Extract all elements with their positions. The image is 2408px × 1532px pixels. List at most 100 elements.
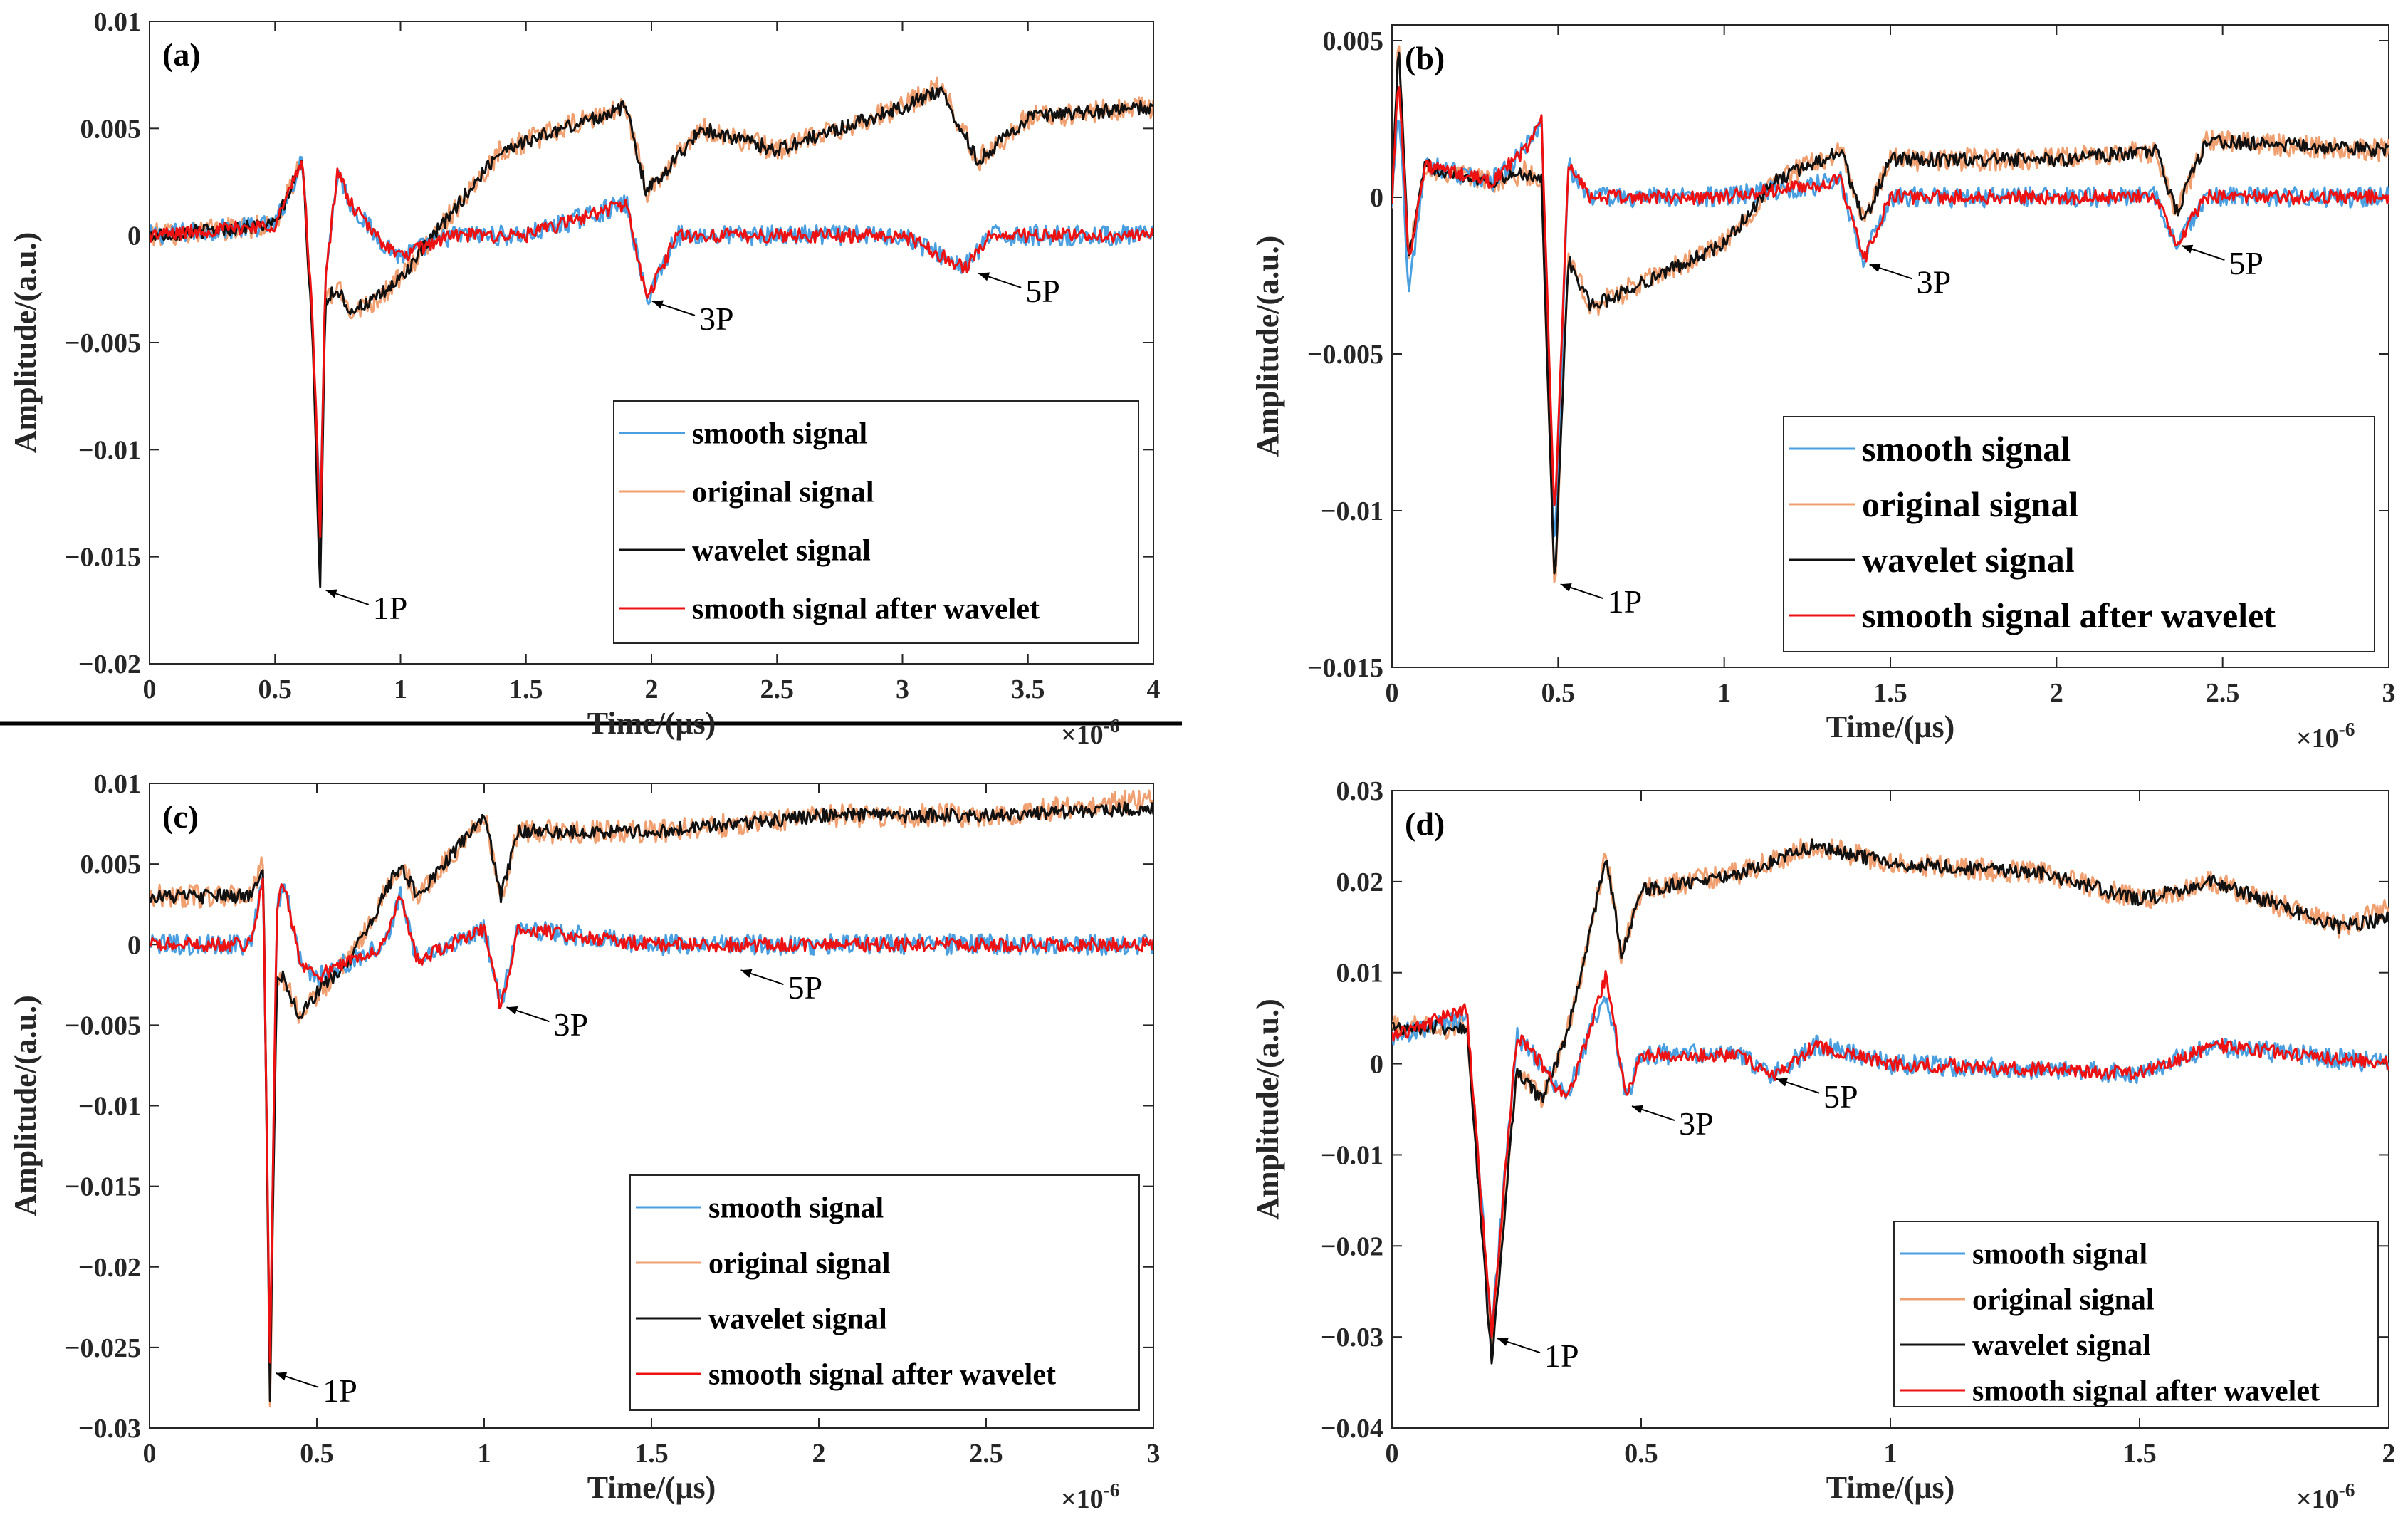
annotation-label: 5P	[1823, 1078, 1858, 1115]
panel-label: (a)	[162, 36, 201, 73]
series-smooth-after-wavelet	[150, 877, 1153, 1364]
x-tick-label: 0	[1386, 1439, 1399, 1469]
legend-label-smooth-signal: smooth signal	[1972, 1238, 2147, 1271]
panel-label: (b)	[1405, 40, 1445, 76]
panel-c: 0 0.5 1 1.5 2 2.5 3 0.01 0.005 0 −0.005 −0.01 −0.015…	[8, 769, 1161, 1514]
legend-label-original-signal: original signal	[1972, 1283, 2155, 1316]
x-tick-label: 1	[394, 674, 407, 704]
y-axis-label: Amplitude/(a.u.)	[1250, 999, 1285, 1219]
x-tick-label: 0.5	[1624, 1439, 1658, 1469]
annotation-label: 3P	[1917, 264, 1952, 300]
x-axis-label: Time/(μs)	[587, 1470, 716, 1505]
annotation-label: 3P	[554, 1006, 589, 1043]
annotation-arrowhead	[325, 589, 337, 598]
y-tick-label: −0.015	[65, 543, 141, 573]
annotation-arrowhead	[740, 969, 753, 978]
annotation-arrowhead	[651, 300, 664, 309]
annotation-arrowhead	[1497, 1337, 1509, 1346]
legend-label-smooth-after-wavelet: smooth signal after wavelet	[1862, 595, 2276, 635]
annotation-label: 1P	[373, 590, 408, 626]
legend-label-smooth-after-wavelet: smooth signal after wavelet	[1972, 1375, 2320, 1407]
x-tick-label: 0	[143, 1439, 157, 1469]
x-tick-label: 0.5	[258, 674, 293, 704]
annotation-label: 5P	[1025, 273, 1060, 309]
legend-label-original-signal: original signal	[692, 476, 874, 509]
y-tick-label: −0.005	[65, 328, 141, 358]
x-axis-label: Time/(μs)	[587, 706, 716, 741]
x-tick-label: 0.5	[300, 1439, 334, 1469]
x-tick-label: 3	[2382, 678, 2396, 708]
y-tick-label: −0.01	[1321, 496, 1383, 526]
annotation-arrowhead	[2182, 244, 2194, 254]
y-tick-label: −0.02	[78, 1253, 141, 1283]
y-tick-label: 0.01	[94, 769, 142, 799]
y-tick-label: 0	[127, 222, 141, 251]
panel-label: (d)	[1405, 806, 1445, 842]
annotation-arrowhead	[506, 1006, 518, 1015]
legend: smooth signal original signal wavelet sign…	[613, 400, 1139, 644]
panel-label: (c)	[162, 798, 199, 835]
legend-label-original-signal: original signal	[1862, 484, 2078, 524]
annotation-label: 5P	[788, 969, 823, 1006]
annotation-arrowhead	[1869, 264, 1881, 272]
annotation-label: 1P	[1544, 1338, 1579, 1374]
y-tick-label: −0.005	[1307, 340, 1383, 370]
series-wavelet-signal	[1392, 838, 2389, 1365]
y-tick-label: −0.03	[78, 1414, 141, 1444]
y-tick-label: 0	[1370, 183, 1383, 213]
annotation-label: 3P	[1679, 1105, 1714, 1142]
legend-label-wavelet-signal: wavelet signal	[1972, 1329, 2151, 1362]
y-tick-label: −0.015	[1307, 653, 1383, 683]
series-wavelet-signal	[1392, 51, 2389, 575]
x-axis-label: Time/(μs)	[1826, 709, 1955, 744]
y-tick-label: 0.02	[1336, 867, 1384, 897]
y-tick-label: −0.03	[1321, 1323, 1383, 1353]
y-tick-label: −0.01	[78, 435, 141, 465]
legend: smooth signal original signal wavelet sign…	[1783, 416, 2375, 652]
y-tick-label: 0.01	[1336, 959, 1384, 989]
y-tick-label: −0.025	[65, 1333, 141, 1363]
legend: smooth signal original signal wavelet sign…	[1893, 1221, 2379, 1407]
annotation-arrowhead	[276, 1372, 288, 1381]
x-tick-label: 0	[1386, 678, 1399, 708]
annotation-label: 3P	[699, 301, 734, 337]
legend-label-smooth-signal: smooth signal	[692, 417, 867, 450]
x-tick-label: 1.5	[1873, 678, 1907, 708]
legend: smooth signal original signal wavelet sign…	[629, 1174, 1140, 1411]
x-tick-label: 2	[812, 1439, 826, 1469]
x-tick-label: 1	[1884, 1439, 1897, 1469]
y-tick-label: −0.04	[1321, 1414, 1383, 1444]
y-axis-label: Amplitude/(a.u.)	[8, 995, 43, 1216]
x-tick-label: 0.5	[1541, 678, 1576, 708]
x-tick-label: 2.5	[760, 674, 795, 704]
x-tick-label: 1	[478, 1439, 491, 1469]
x-tick-label: 4	[1147, 674, 1161, 704]
y-tick-label: −0.02	[1321, 1231, 1383, 1261]
y-tick-label: 0.01	[94, 7, 142, 37]
series-wavelet-signal	[150, 86, 1153, 588]
legend-label-smooth-after-wavelet: smooth signal after wavelet	[692, 593, 1040, 625]
annotation-arrowhead	[1776, 1078, 1788, 1087]
x-tick-label: 1.5	[2122, 1439, 2157, 1469]
panel-d: 0 0.5 1 1.5 2 0.03 0.02 0.01 0 −0.01 −0.02 −0.03 −0.…	[1250, 776, 2396, 1514]
legend-label-wavelet-signal: wavelet signal	[708, 1303, 887, 1335]
x-tick-label: 2	[2050, 678, 2063, 708]
series-wavelet-signal	[150, 801, 1153, 1402]
legend-label-original-signal: original signal	[708, 1247, 891, 1280]
y-tick-label: 0	[127, 930, 141, 960]
y-tick-label: −0.01	[78, 1092, 141, 1122]
legend-box	[1893, 1221, 2379, 1407]
y-axis-label: Amplitude/(a.u.)	[8, 232, 43, 453]
legend-label-smooth-after-wavelet: smooth signal after wavelet	[708, 1358, 1056, 1391]
panel-b: 0 0.5 1 1.5 2 2.5 3 0.005 0 −0.005 −0.01 −0.015 Time…	[1250, 24, 2396, 754]
annotation-label: 5P	[2229, 245, 2263, 281]
annotation-label: 1P	[1608, 583, 1643, 620]
legend-label-wavelet-signal: wavelet signal	[692, 534, 871, 567]
y-tick-label: 0.005	[80, 114, 142, 144]
x-tick-label: 3	[1147, 1439, 1161, 1469]
x-tick-label: 2.5	[969, 1439, 1003, 1469]
x-tick-label: 2	[645, 674, 659, 704]
y-tick-label: −0.02	[78, 650, 141, 679]
x-exponent-power: -6	[2339, 719, 2355, 740]
